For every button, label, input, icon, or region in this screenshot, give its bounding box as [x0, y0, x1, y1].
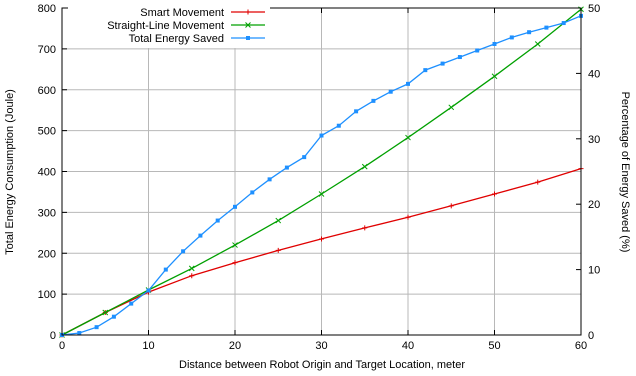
data-point: [527, 30, 532, 35]
data-point: [534, 41, 541, 47]
y-tick-label: 700: [38, 44, 56, 56]
x-axis-label: Distance between Robot Origin and Target…: [179, 359, 465, 371]
data-point: [405, 134, 411, 141]
x-tick-label: 10: [142, 340, 154, 352]
data-point: [102, 309, 109, 316]
y2-tick-label: 50: [588, 3, 600, 15]
data-point: [319, 236, 324, 242]
data-point: [544, 25, 549, 30]
data-point: [232, 242, 238, 248]
legend-label-saved: Total Energy Saved: [129, 33, 224, 45]
data-point: [448, 104, 455, 111]
data-point: [475, 48, 480, 53]
data-point: [457, 55, 462, 60]
data-point: [163, 267, 168, 272]
data-point: [440, 61, 445, 66]
data-point: [354, 109, 359, 114]
x-tick-label: 0: [59, 340, 65, 352]
grid-lines: [62, 8, 581, 335]
y-tick-label: 200: [38, 248, 56, 260]
data-point: [198, 233, 203, 238]
data-point: [492, 191, 497, 197]
x-tick-label: 50: [488, 340, 500, 352]
data-point: [146, 288, 151, 293]
data-point: [405, 214, 411, 220]
y-tick-label: 500: [38, 126, 56, 138]
data-point: [77, 331, 82, 336]
data-point: [215, 218, 220, 223]
y-tick-label: 600: [38, 85, 56, 97]
y-tick-label: 100: [38, 289, 56, 301]
y2-tick-label: 40: [588, 68, 600, 80]
data-point: [319, 133, 324, 138]
series-layer: [59, 6, 584, 338]
legend-sample-marker: [246, 36, 250, 40]
y-tick-label: 300: [38, 207, 56, 219]
y-tick-label: 400: [38, 167, 56, 179]
legend-background: [68, 4, 270, 48]
axis-ticks: 0 10 20 30 40 50 60010020030040050060070080001…: [38, 3, 601, 352]
data-point: [94, 325, 99, 330]
x-tick-label: 30: [315, 340, 327, 352]
y-tick-label: 0: [50, 330, 56, 342]
legend: Smart Movement Straight-Line Movement To…: [68, 4, 270, 48]
data-point: [189, 273, 195, 279]
data-point: [275, 217, 282, 224]
data-point: [188, 265, 195, 272]
legend-sample-marker: [245, 9, 251, 15]
data-point: [284, 165, 289, 170]
data-point: [111, 314, 116, 319]
data-point: [362, 225, 368, 231]
data-point: [423, 68, 428, 73]
legend-label-straight: Straight-Line Movement: [107, 20, 224, 32]
data-point: [492, 41, 497, 46]
data-point: [267, 177, 272, 182]
y-axis-label: Total Energy Consumption (Joule): [4, 89, 16, 255]
data-point: [250, 190, 255, 195]
legend-sample-marker: [245, 22, 251, 28]
y2-tick-label: 0: [588, 330, 594, 342]
data-point: [491, 73, 498, 80]
data-point: [275, 247, 281, 253]
series-2: [60, 13, 583, 337]
data-point: [181, 249, 186, 254]
x-tick-label: 60: [575, 340, 587, 352]
y2-axis-label: Percentage of Energy Saved (%): [619, 92, 631, 253]
data-point: [406, 81, 410, 86]
data-point: [388, 89, 393, 94]
x-tick-label: 20: [229, 340, 241, 352]
legend-samples: [231, 9, 265, 40]
data-point: [371, 98, 376, 103]
data-point: [509, 35, 514, 40]
data-point: [129, 301, 134, 306]
data-point: [361, 163, 368, 170]
data-point: [561, 21, 566, 26]
y-tick-label: 800: [38, 3, 56, 15]
y2-tick-label: 30: [588, 134, 600, 146]
data-point: [318, 191, 325, 197]
x-tick-label: 40: [402, 340, 414, 352]
y2-tick-label: 20: [588, 199, 600, 211]
data-point: [302, 155, 307, 160]
data-point: [336, 123, 341, 128]
legend-label-smart: Smart Movement: [140, 7, 224, 19]
data-point: [232, 260, 238, 266]
data-point: [233, 204, 237, 209]
data-point: [448, 203, 454, 209]
y2-tick-label: 10: [588, 265, 600, 277]
data-point: [535, 179, 541, 185]
